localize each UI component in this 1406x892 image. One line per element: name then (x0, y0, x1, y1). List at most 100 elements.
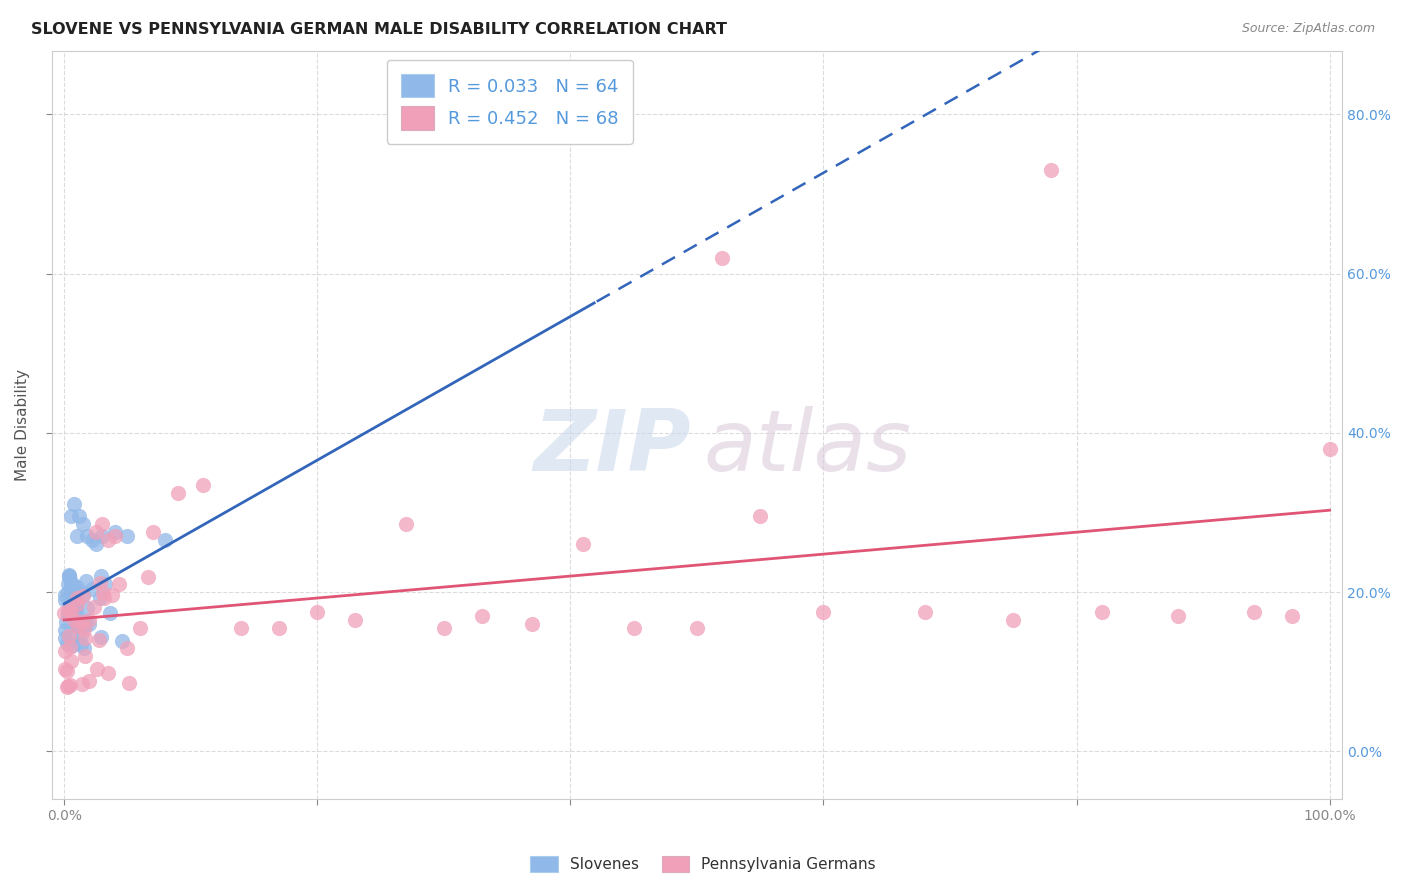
Point (93, 591, 115, 605)
Point (63, 582, 86, 597)
Point (1002, 613, 1025, 627)
Point (65, 587, 87, 601)
Point (56, 664, 79, 678)
Point (56, 584, 79, 599)
Point (67, 619, 90, 633)
Point (104, 529, 127, 543)
Point (66, 529, 89, 543)
Text: SLOVENE VS PENNSYLVANIA GERMAN MALE DISABILITY CORRELATION CHART: SLOVENE VS PENNSYLVANIA GERMAN MALE DISA… (31, 22, 727, 37)
Point (118, 675, 141, 690)
Point (59, 605, 82, 619)
Point (623, 621, 645, 635)
Point (108, 577, 131, 591)
Point (167, 485, 190, 500)
Text: Source: ZipAtlas.com: Source: ZipAtlas.com (1241, 22, 1375, 36)
Point (53, 643, 76, 657)
Point (142, 525, 165, 540)
Point (97, 533, 120, 548)
Point (80, 582, 103, 596)
Point (58, 570, 80, 584)
Point (75, 618, 97, 632)
Point (138, 570, 160, 584)
Point (59, 678, 82, 692)
Point (59, 574, 82, 589)
Point (104, 525, 127, 540)
Point (55, 615, 77, 629)
Point (749, 509, 772, 524)
Point (58, 680, 80, 694)
Point (522, 616, 544, 631)
Point (87, 632, 110, 647)
Point (89, 575, 111, 590)
Point (86, 662, 108, 676)
Point (55, 592, 77, 607)
Point (62, 609, 84, 624)
Point (155, 533, 177, 548)
Point (65, 604, 87, 618)
Point (56, 607, 79, 621)
Point (58, 567, 80, 582)
Point (77, 617, 100, 632)
Point (84, 525, 107, 540)
Point (269, 621, 291, 635)
Point (307, 605, 329, 619)
Point (60, 606, 83, 620)
Point (59, 640, 82, 655)
Y-axis label: Male Disability: Male Disability (15, 369, 30, 481)
Point (101, 588, 124, 602)
Point (67, 509, 90, 524)
Point (60, 654, 83, 668)
Point (75, 649, 97, 664)
Point (58, 568, 80, 582)
Point (63, 498, 86, 512)
Point (90, 631, 112, 645)
Point (90, 569, 112, 583)
Point (56, 680, 79, 694)
Point (73, 622, 96, 636)
Point (111, 633, 134, 648)
Point (66, 580, 89, 594)
Point (94, 577, 117, 591)
Point (53, 623, 76, 637)
Point (60, 581, 83, 595)
Point (62, 609, 84, 624)
Point (60, 596, 83, 610)
Point (73, 640, 96, 655)
Point (84, 537, 107, 551)
Point (344, 613, 367, 627)
Point (58, 630, 80, 644)
Point (80, 533, 103, 548)
Point (1319, 442, 1341, 456)
Point (711, 251, 734, 265)
Point (59, 509, 82, 524)
Legend: Slovenes, Pennsylvania Germans: Slovenes, Pennsylvania Germans (523, 848, 883, 880)
Point (1040, 163, 1063, 178)
Point (75, 574, 97, 588)
Point (63, 613, 86, 627)
Point (813, 605, 835, 619)
Point (914, 605, 936, 619)
Point (117, 529, 139, 543)
Point (66, 597, 89, 611)
Point (70, 637, 93, 651)
Point (77, 673, 100, 688)
Point (93, 586, 115, 600)
Point (97, 665, 120, 680)
Point (62, 579, 84, 593)
Text: ZIP: ZIP (533, 406, 690, 489)
Point (53, 588, 76, 602)
Point (1243, 605, 1265, 619)
Point (62, 638, 84, 652)
Point (91, 529, 114, 543)
Point (63, 601, 86, 615)
Point (72, 589, 94, 603)
Point (76, 529, 98, 543)
Point (98, 606, 121, 620)
Point (433, 621, 456, 635)
Point (65, 591, 87, 605)
Point (70, 676, 93, 690)
Point (231, 621, 253, 635)
Point (63, 589, 86, 603)
Point (59, 590, 82, 604)
Point (117, 640, 139, 655)
